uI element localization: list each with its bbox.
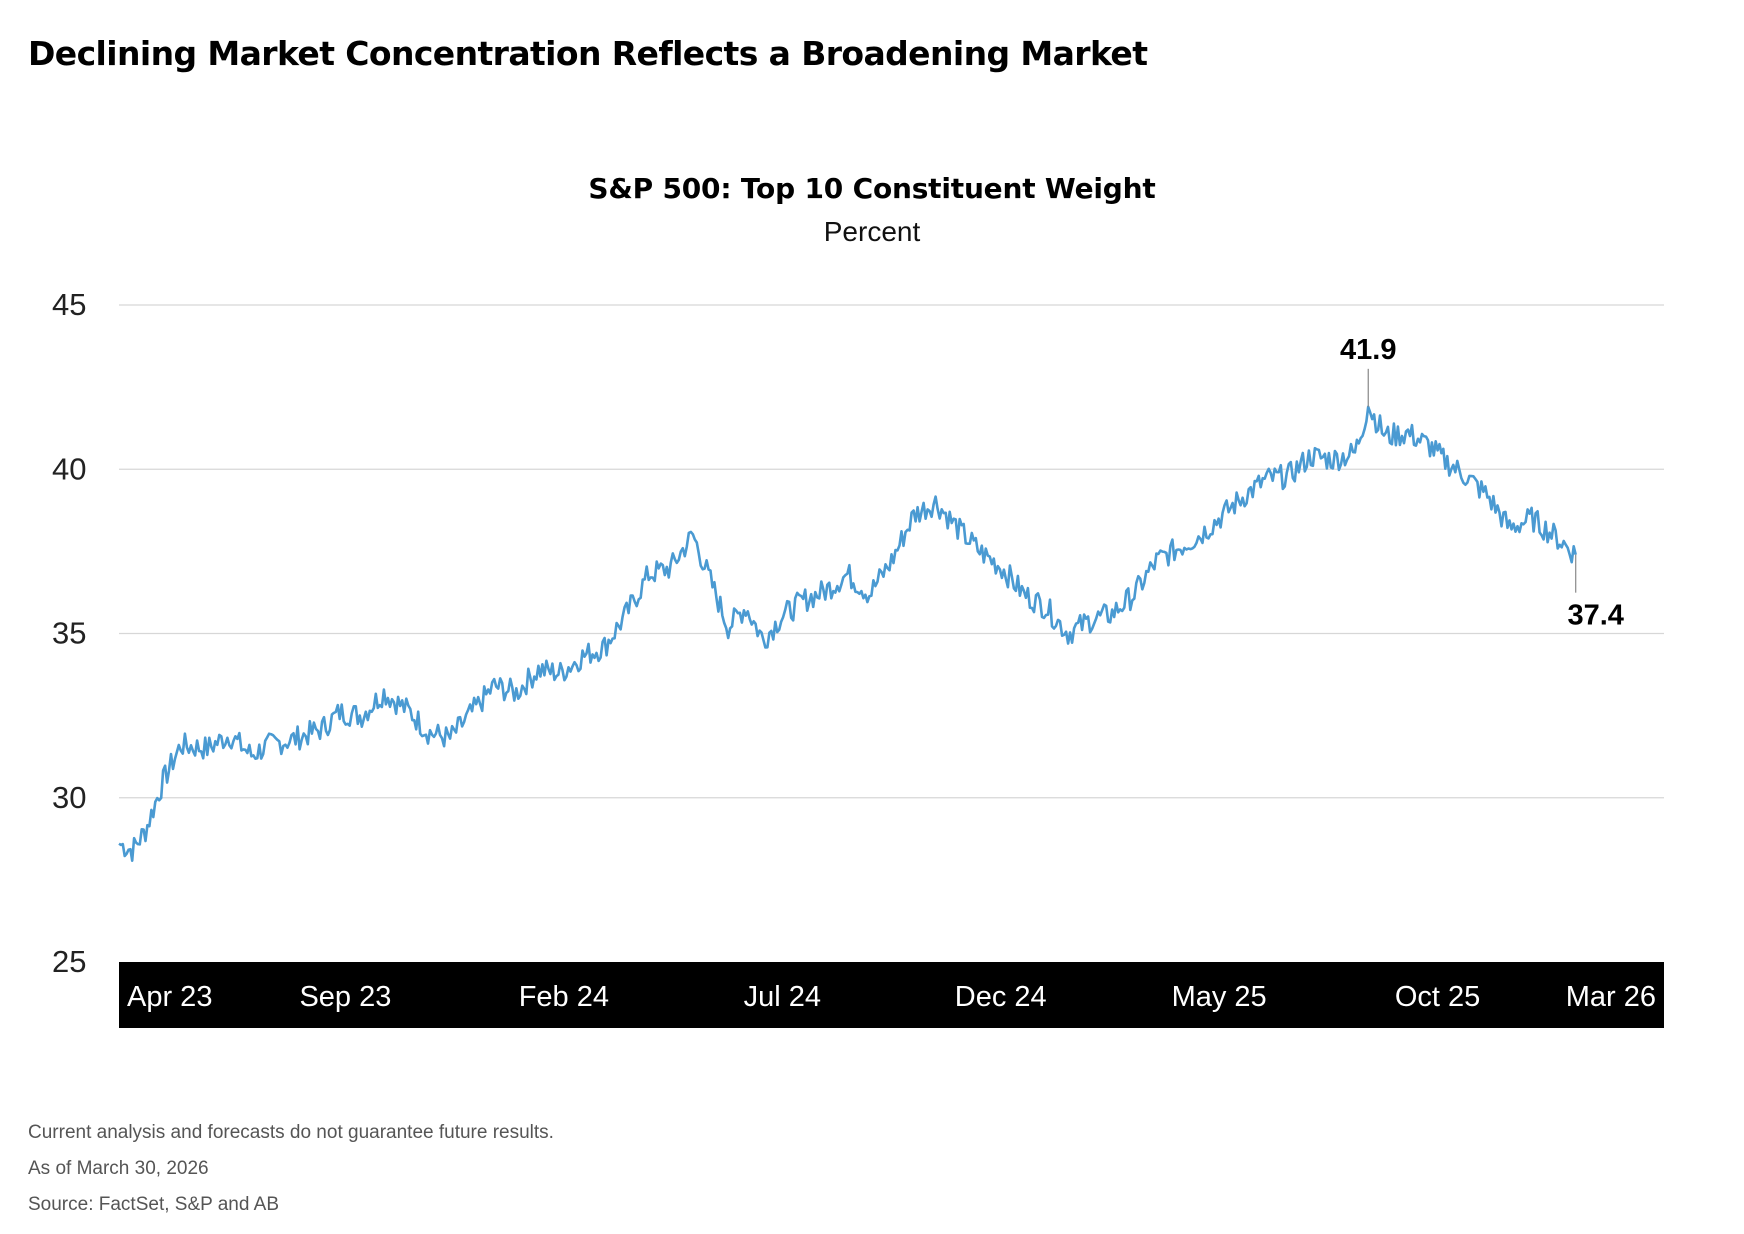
- annotation-peak-label: 41.9: [1340, 334, 1396, 366]
- x-tick-label: May 25: [1172, 981, 1267, 1013]
- annotation-latest-label: 37.4: [1567, 600, 1623, 632]
- y-tick-label: 45: [52, 287, 86, 322]
- footnote-disclaimer: Current analysis and forecasts do not gu…: [28, 1122, 554, 1143]
- grid-layer: [119, 304, 1664, 799]
- x-tick-label: Sep 23: [299, 981, 391, 1013]
- y-tick-label: 40: [52, 451, 86, 486]
- chart-subtitle: Percent: [823, 216, 921, 247]
- x-tick-label: Mar 26: [1566, 981, 1656, 1013]
- y-tick-label: 25: [52, 944, 86, 979]
- page-title: Declining Market Concentration Reflects …: [28, 34, 1148, 73]
- x-tick-label: Apr 23: [127, 981, 212, 1013]
- series-line-top10-weight: [118, 405, 1577, 862]
- x-tick-label: Oct 25: [1395, 981, 1480, 1013]
- y-tick-label: 30: [52, 780, 86, 815]
- y-tick-label: 35: [52, 616, 86, 651]
- x-tick-label: Dec 24: [955, 981, 1047, 1013]
- footnote-date: As of March 30, 2026: [28, 1158, 209, 1179]
- y-axis-ticks: 45 40 35 30 25: [52, 287, 86, 979]
- annotations: 41.9 37.4: [1340, 334, 1624, 632]
- x-tick-label: Jul 24: [744, 981, 821, 1013]
- chart-title: S&P 500: Top 10 Constituent Weight: [588, 172, 1156, 205]
- footnote-source: Source: FactSet, S&P and AB: [28, 1194, 280, 1215]
- x-axis-ticks: Apr 23 Sep 23 Feb 24 Jul 24 Dec 24 May 25 Oct …: [127, 981, 1656, 1013]
- x-axis-band: [119, 962, 1664, 1028]
- x-tick-label: Feb 24: [519, 981, 609, 1013]
